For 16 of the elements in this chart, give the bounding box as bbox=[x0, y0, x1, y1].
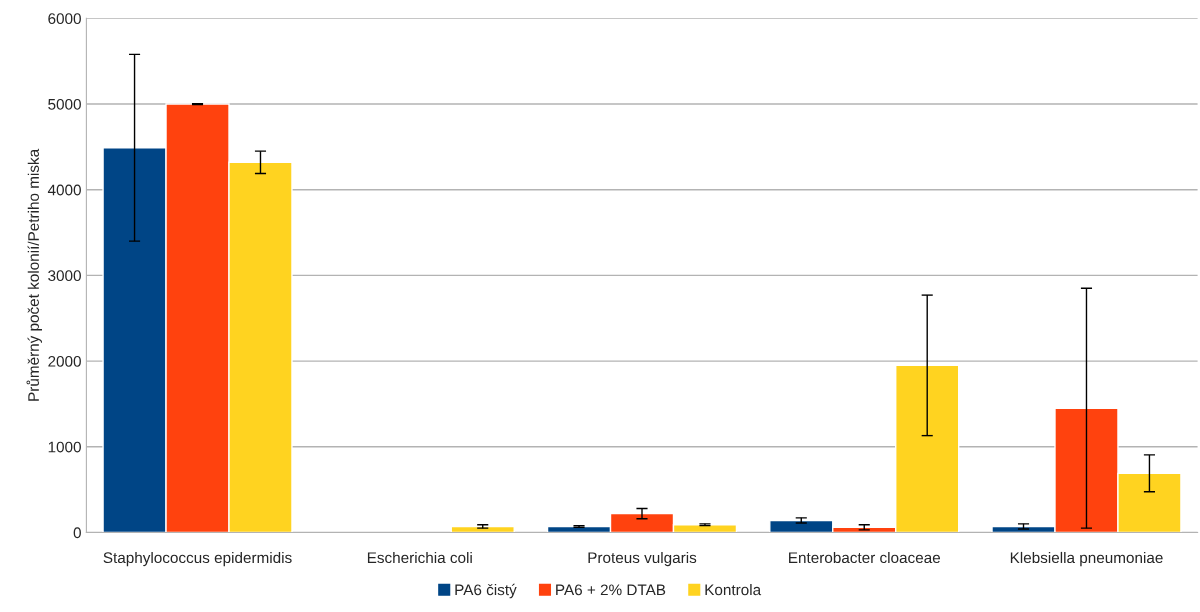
y-tick-label: 6000 bbox=[48, 13, 81, 25]
y-tick-label: 3000 bbox=[48, 270, 81, 282]
x-tick-label: Enterobacter cloaceae bbox=[789, 551, 940, 564]
x-tick-label: Klebsiella pneumoniae bbox=[1010, 551, 1163, 567]
x-tick-label: Staphylococcus epidermidis bbox=[103, 551, 292, 567]
legend-label: Kontrola bbox=[705, 584, 762, 596]
y-tick-label: 0 bbox=[73, 527, 81, 539]
y-tick-label: 4000 bbox=[47, 184, 81, 196]
legend-label: PA6 + 2% DTAB bbox=[556, 584, 666, 596]
y-axis-title: Průměrný počet kolonií/Petriho miska bbox=[26, 148, 42, 401]
x-tick-label: Proteus vulgaris bbox=[588, 551, 697, 567]
legend-label: PA6 čistý bbox=[455, 583, 517, 599]
y-tick-label: 2000 bbox=[48, 355, 81, 367]
x-tick-label: Escherichia coli bbox=[367, 551, 472, 564]
y-tick-label: 1000 bbox=[48, 441, 81, 453]
y-tick-label: 5000 bbox=[48, 98, 81, 110]
